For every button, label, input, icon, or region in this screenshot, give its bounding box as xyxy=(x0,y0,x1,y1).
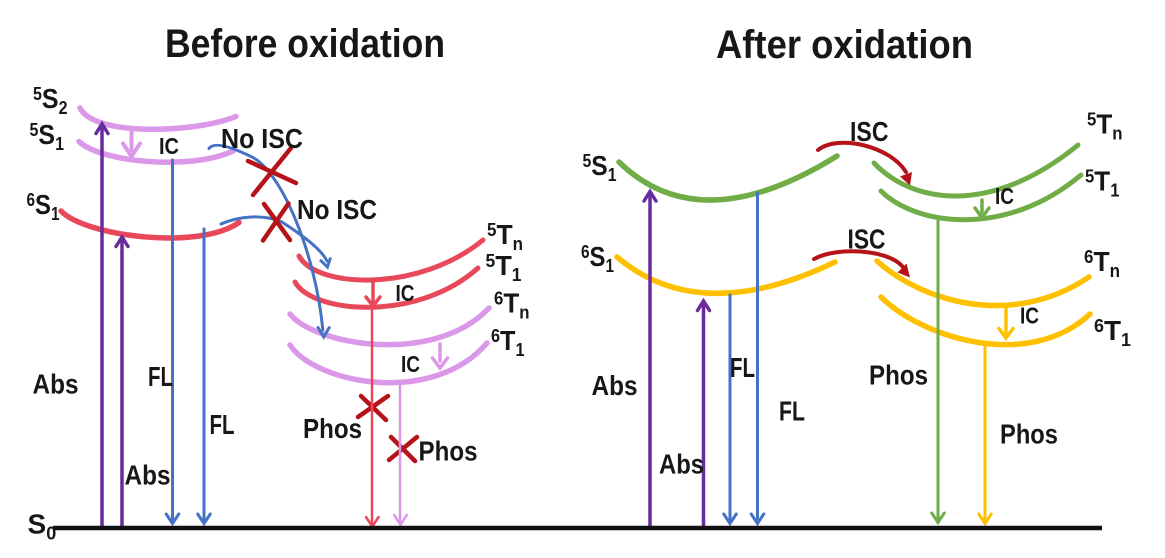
svg-text:No ISC: No ISC xyxy=(221,123,303,154)
svg-text:6T1: 6T1 xyxy=(1094,315,1131,350)
svg-text:Phos: Phos xyxy=(303,413,362,444)
svg-text:5S1: 5S1 xyxy=(30,119,65,154)
svg-text:6S1: 6S1 xyxy=(581,241,614,276)
svg-text:Phos: Phos xyxy=(869,360,928,391)
svg-text:6Tn: 6Tn xyxy=(1084,246,1120,281)
svg-text:5Tn: 5Tn xyxy=(487,219,523,254)
svg-text:Abs: Abs xyxy=(33,369,79,400)
svg-text:FL: FL xyxy=(210,409,235,440)
svg-text:Before oxidation: Before oxidation xyxy=(165,22,445,66)
svg-text:No ISC: No ISC xyxy=(297,194,377,225)
svg-text:6S1: 6S1 xyxy=(27,189,60,224)
svg-text:FL: FL xyxy=(730,352,755,383)
svg-text:IC: IC xyxy=(1020,303,1039,329)
svg-text:Phos: Phos xyxy=(1000,419,1058,450)
svg-text:6Tn: 6Tn xyxy=(494,288,530,323)
svg-text:5T1: 5T1 xyxy=(486,250,522,285)
svg-text:ISC: ISC xyxy=(850,116,889,147)
svg-text:After oxidation: After oxidation xyxy=(716,23,973,67)
svg-text:IC: IC xyxy=(159,133,179,159)
svg-text:IC: IC xyxy=(401,351,420,377)
svg-text:FL: FL xyxy=(779,396,805,427)
svg-text:5T1: 5T1 xyxy=(1085,166,1120,201)
svg-text:IC: IC xyxy=(995,183,1014,209)
svg-text:ISC: ISC xyxy=(848,224,886,255)
svg-text:5S2: 5S2 xyxy=(33,83,68,118)
svg-text:Abs: Abs xyxy=(125,460,171,491)
svg-text:IC: IC xyxy=(396,280,415,306)
svg-text:6T1: 6T1 xyxy=(491,325,525,360)
svg-text:Phos: Phos xyxy=(419,436,478,467)
svg-text:Abs: Abs xyxy=(592,370,638,401)
svg-text:Abs: Abs xyxy=(659,449,704,480)
svg-text:5S1: 5S1 xyxy=(583,150,617,185)
svg-text:FL: FL xyxy=(148,361,173,392)
svg-text:5Tn: 5Tn xyxy=(1087,109,1123,144)
